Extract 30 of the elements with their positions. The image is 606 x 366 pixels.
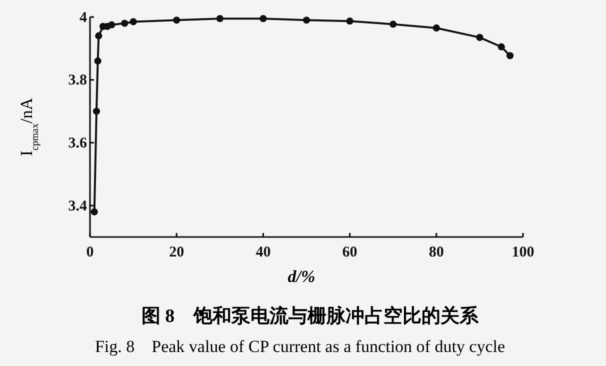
point — [476, 34, 484, 41]
point — [506, 52, 514, 60]
caption: 图 8 饱和泵电流与栅脉冲占空比的关系 — [141, 305, 480, 327]
point — [216, 15, 224, 22]
x-tick-label: 100 — [512, 244, 534, 260]
x-tick-label: 0 — [86, 244, 94, 260]
x-tick-label: 80 — [428, 244, 444, 260]
point — [346, 18, 354, 25]
y-tick-label: 3.4 — [68, 198, 88, 214]
point — [130, 18, 137, 26]
y-tick-label: 3.6 — [68, 136, 88, 152]
point — [173, 16, 180, 24]
y-tick-label: 4 — [80, 10, 88, 26]
point — [498, 43, 505, 50]
point — [108, 21, 116, 28]
x-tick-label: 60 — [342, 244, 358, 260]
point — [432, 24, 440, 32]
x-tick-label: 40 — [256, 244, 271, 260]
point — [90, 208, 98, 216]
point — [94, 57, 102, 65]
point — [302, 16, 310, 24]
point — [95, 32, 102, 40]
point — [260, 15, 267, 22]
x-tick-label: 20 — [169, 244, 184, 260]
y-tick-label: 3.8 — [68, 72, 87, 89]
x-axis-title: d/% — [288, 267, 316, 286]
point — [390, 20, 397, 28]
point — [92, 108, 100, 115]
point — [121, 20, 128, 27]
caption: Fig. 8 Peak value of CP current as a function of duty cycle — [94, 337, 506, 356]
